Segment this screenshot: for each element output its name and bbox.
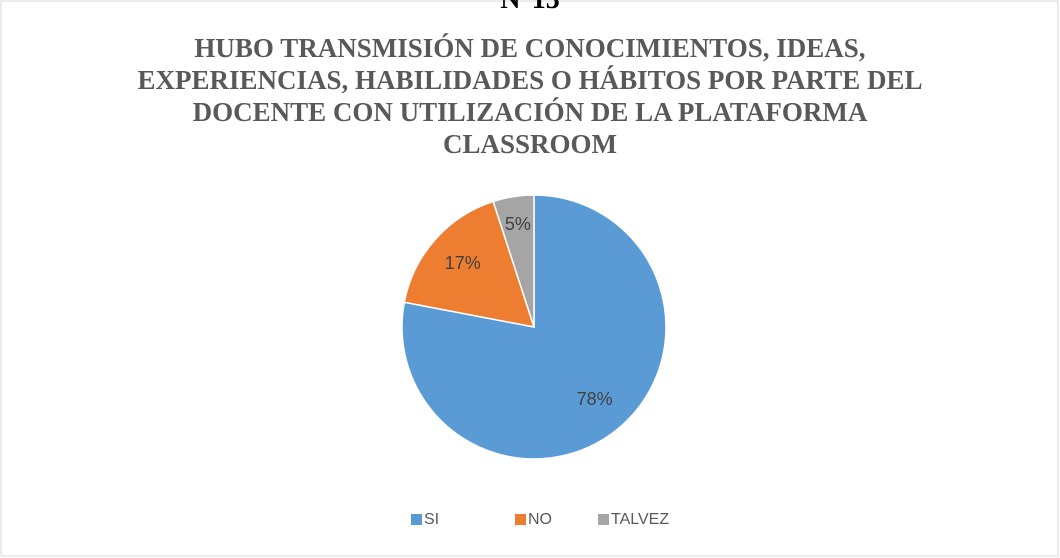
pie-slice [492, 194, 535, 328]
legend-label: NO [528, 511, 552, 528]
data-label: 17% [445, 253, 481, 273]
legend-label: TALVEZ [611, 511, 669, 528]
legend-swatch [598, 514, 609, 525]
pie-slice [403, 200, 536, 328]
chart-title: HUBO TRANSMISIÓN DE CONOCIMIENTOS, IDEAS… [137, 33, 923, 159]
data-label: 5% [505, 214, 531, 234]
legend-swatch [411, 514, 422, 525]
data-label: 78% [577, 389, 613, 409]
legend-label: SI [424, 511, 439, 528]
chart-heading: N°13 [0, 0, 1060, 16]
legend-swatch [515, 514, 526, 525]
